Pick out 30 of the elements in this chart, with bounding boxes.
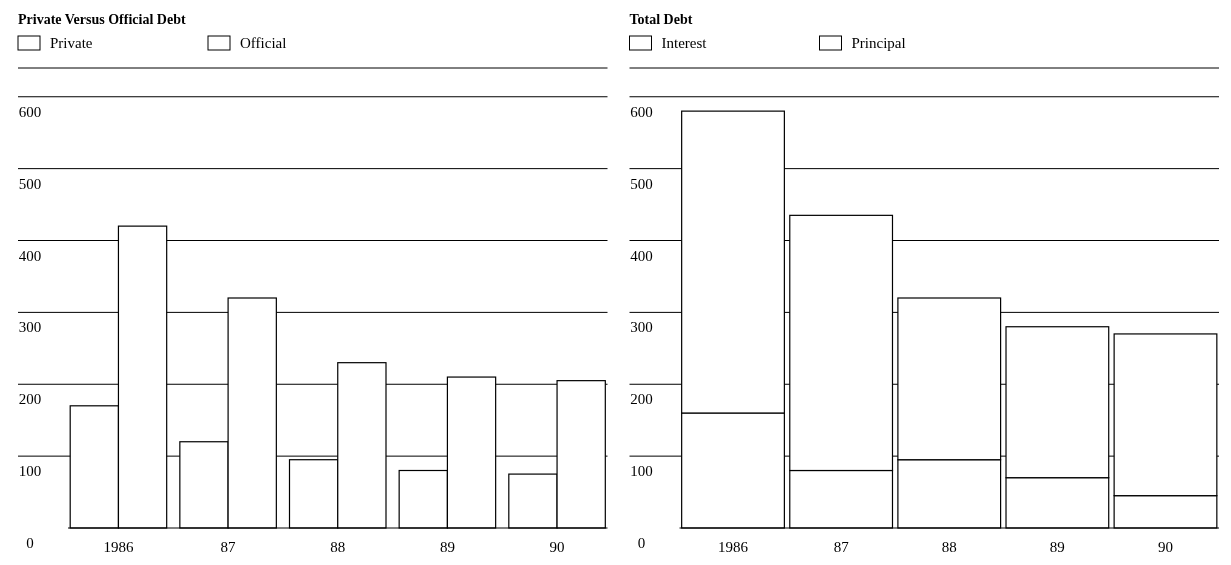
y-tick-label: 400: [630, 247, 653, 264]
y-tick-label: 100: [630, 463, 653, 480]
y-tick-label: 500: [18, 175, 42, 192]
x-tick-label: 1986: [103, 539, 134, 555]
x-tick-label: 90: [549, 539, 565, 555]
y-tick-label: 0: [26, 535, 34, 551]
legend-label: Official: [240, 35, 287, 51]
y-tick-label: 500: [630, 175, 653, 192]
x-tick-label: 89: [439, 539, 455, 555]
y-tick-label: 200: [630, 391, 653, 408]
y-tick-label: 100: [18, 463, 42, 480]
legend-label: Private: [50, 35, 93, 51]
legend-label: Interest: [661, 35, 708, 51]
chart-title: Private Versus Official Debt: [18, 12, 186, 27]
legend-label: Principal: [851, 35, 906, 51]
x-tick-label: 88: [330, 539, 346, 555]
x-tick-label: 87: [833, 539, 850, 555]
y-tick-label: 200: [18, 391, 42, 408]
y-tick-label: 0: [637, 535, 646, 551]
y-tick-label: 600: [630, 103, 653, 120]
x-tick-label: 87: [220, 539, 237, 555]
chart-title: Total Debt: [629, 12, 693, 27]
y-tick-label: 300: [18, 319, 42, 336]
x-tick-label: 90: [1157, 539, 1173, 555]
x-tick-label: 1986: [718, 539, 749, 555]
x-tick-label: 89: [1049, 539, 1065, 555]
y-tick-label: 300: [630, 319, 653, 336]
y-tick-label: 400: [18, 247, 42, 264]
y-tick-label: 600: [18, 103, 42, 120]
x-tick-label: 88: [941, 539, 957, 555]
